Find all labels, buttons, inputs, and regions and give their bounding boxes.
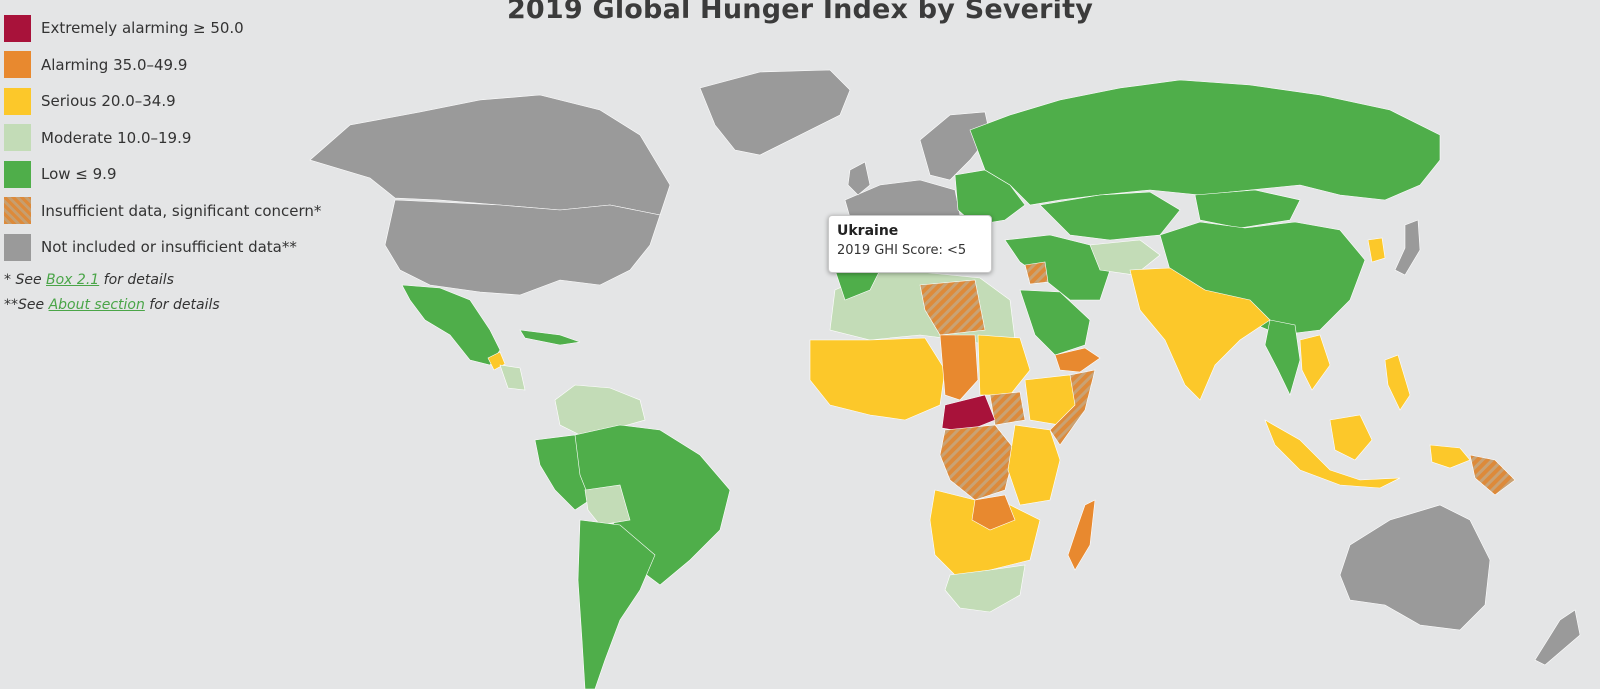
country-drc[interactable]	[939, 424, 1016, 501]
country-zambia[interactable]	[971, 494, 1016, 531]
legend-swatch	[4, 14, 31, 42]
legend-label: Not included or insufficient data**	[41, 238, 297, 257]
tooltip-country: Ukraine	[837, 223, 899, 239]
country-saudi-arabia[interactable]	[1019, 289, 1091, 356]
legend-swatch	[4, 197, 31, 225]
tooltip-score: 2019 GHI Score: <5	[837, 243, 967, 258]
legend-swatch	[4, 160, 31, 188]
footnote-prefix: * See	[4, 271, 47, 288]
legend-swatch	[4, 233, 31, 261]
country-car[interactable]	[941, 394, 996, 433]
legend-label: Alarming 35.0–49.9	[41, 55, 188, 74]
country-libya[interactable]	[919, 279, 986, 336]
country-tooltip: Ukraine 2019 GHI Score: <5	[828, 215, 992, 273]
country-cuba[interactable]	[519, 329, 581, 346]
country-chad[interactable]	[939, 334, 979, 401]
legend-item-not-included[interactable]: Not included or insufficient data**	[4, 229, 321, 266]
box-2-1-link[interactable]: Box 2.1	[46, 271, 100, 288]
legend-swatch	[4, 87, 31, 115]
country-afghanistan[interactable]	[1089, 239, 1161, 276]
country-japan[interactable]	[1394, 219, 1421, 276]
footnote-prefix: **See	[4, 296, 49, 313]
country-new-zealand[interactable]	[1534, 609, 1581, 666]
legend-item-moderate[interactable]: Moderate 10.0–19.9	[4, 120, 321, 157]
legend-label: Moderate 10.0–19.9	[41, 128, 192, 147]
country-syria[interactable]	[1024, 261, 1049, 285]
legend-item-alarming[interactable]: Alarming 35.0–49.9	[4, 47, 321, 84]
country-mexico[interactable]	[401, 284, 501, 366]
legend-label: Extremely alarming ≥ 50.0	[41, 19, 244, 38]
footnote-box: * See Box 2.1 for details	[4, 272, 321, 288]
country-usa[interactable]	[384, 199, 661, 296]
legend-item-low[interactable]: Low ≤ 9.9	[4, 156, 321, 193]
country-south-africa[interactable]	[944, 564, 1026, 613]
country-korea[interactable]	[1367, 237, 1386, 263]
country-borneo[interactable]	[1329, 414, 1373, 461]
country-colombia-venezuela[interactable]	[554, 384, 646, 436]
about-section-link[interactable]: About section	[48, 296, 145, 313]
footnote-about: **See About section for details	[4, 297, 321, 313]
footnote-suffix: for details	[144, 296, 220, 313]
country-myanmar-thailand[interactable]	[1264, 319, 1301, 396]
country-indonesia[interactable]	[1264, 419, 1401, 489]
legend-label: Insufficient data, significant concern*	[41, 201, 322, 220]
country-russia[interactable]	[969, 79, 1441, 206]
country-papua-new-guinea[interactable]	[1469, 454, 1516, 496]
country-canada[interactable]	[309, 94, 671, 216]
country-mongolia[interactable]	[1194, 189, 1301, 229]
country-vietnam-laos[interactable]	[1299, 334, 1331, 391]
country-south-sudan[interactable]	[989, 391, 1026, 426]
country-kazakhstan[interactable]	[1039, 191, 1181, 241]
footnote-suffix: for details	[99, 271, 174, 288]
country-yemen[interactable]	[1054, 347, 1101, 373]
country-bolivia[interactable]	[584, 484, 631, 526]
legend-label: Low ≤ 9.9	[41, 165, 117, 184]
country-argentina-chile[interactable]	[577, 519, 656, 689]
country-madagascar[interactable]	[1067, 499, 1096, 571]
legend-label: Serious 20.0–34.9	[41, 92, 176, 111]
legend-item-extremely-alarming[interactable]: Extremely alarming ≥ 50.0	[4, 10, 321, 47]
country-nicaragua[interactable]	[499, 364, 526, 391]
country-philippines[interactable]	[1384, 354, 1411, 411]
country-greenland[interactable]	[699, 69, 851, 156]
legend: Extremely alarming ≥ 50.0 Alarming 35.0–…	[4, 10, 321, 313]
country-sudan[interactable]	[977, 334, 1031, 396]
legend-swatch	[4, 124, 31, 152]
country-somalia[interactable]	[1049, 369, 1096, 446]
country-india[interactable]	[1129, 267, 1271, 401]
country-new-guinea[interactable]	[1429, 444, 1471, 469]
country-sahel-west[interactable]	[809, 337, 946, 421]
country-east-africa[interactable]	[1007, 424, 1061, 506]
country-uk[interactable]	[847, 161, 871, 196]
legend-item-insufficient-concern[interactable]: Insufficient data, significant concern*	[4, 193, 321, 230]
legend-swatch	[4, 51, 31, 79]
country-australia[interactable]	[1339, 504, 1491, 631]
map-title: 2019 Global Hunger Index by Severity	[506, 0, 1094, 25]
legend-item-serious[interactable]: Serious 20.0–34.9	[4, 83, 321, 120]
country-peru[interactable]	[534, 434, 591, 511]
